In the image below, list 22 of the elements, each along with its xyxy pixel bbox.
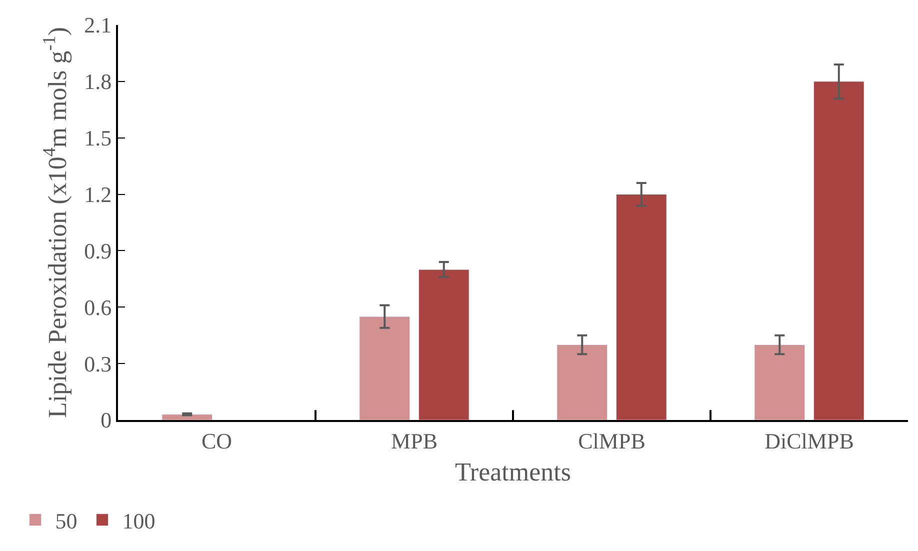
y-tick-label: 1.5 [84, 126, 112, 151]
y-tick-label: 1.8 [84, 69, 112, 94]
bar [162, 414, 213, 420]
y-tick-label: 0 [100, 408, 112, 433]
x-tick-label: MPB [391, 428, 438, 454]
bar [616, 194, 667, 420]
x-tick-label: DiClMPB [764, 428, 854, 454]
x-tick-label: CO [201, 428, 232, 454]
bar [418, 269, 470, 420]
y-tick-label: 2.1 [84, 12, 112, 38]
x-axis-title: Treatments [454, 458, 572, 487]
x-tick-label: ClMPB [578, 428, 646, 454]
bar [556, 344, 608, 420]
bar [813, 81, 864, 420]
legend-label: 50 [55, 508, 78, 534]
y-tick-label: 1.2 [84, 182, 112, 207]
y-tick-label: 0.9 [84, 238, 112, 264]
y-tick-label: 0.6 [84, 294, 112, 320]
legend-label: 100 [122, 508, 156, 534]
y-tick-label: 0.3 [84, 351, 112, 376]
bar [754, 344, 806, 420]
bar [359, 316, 410, 420]
